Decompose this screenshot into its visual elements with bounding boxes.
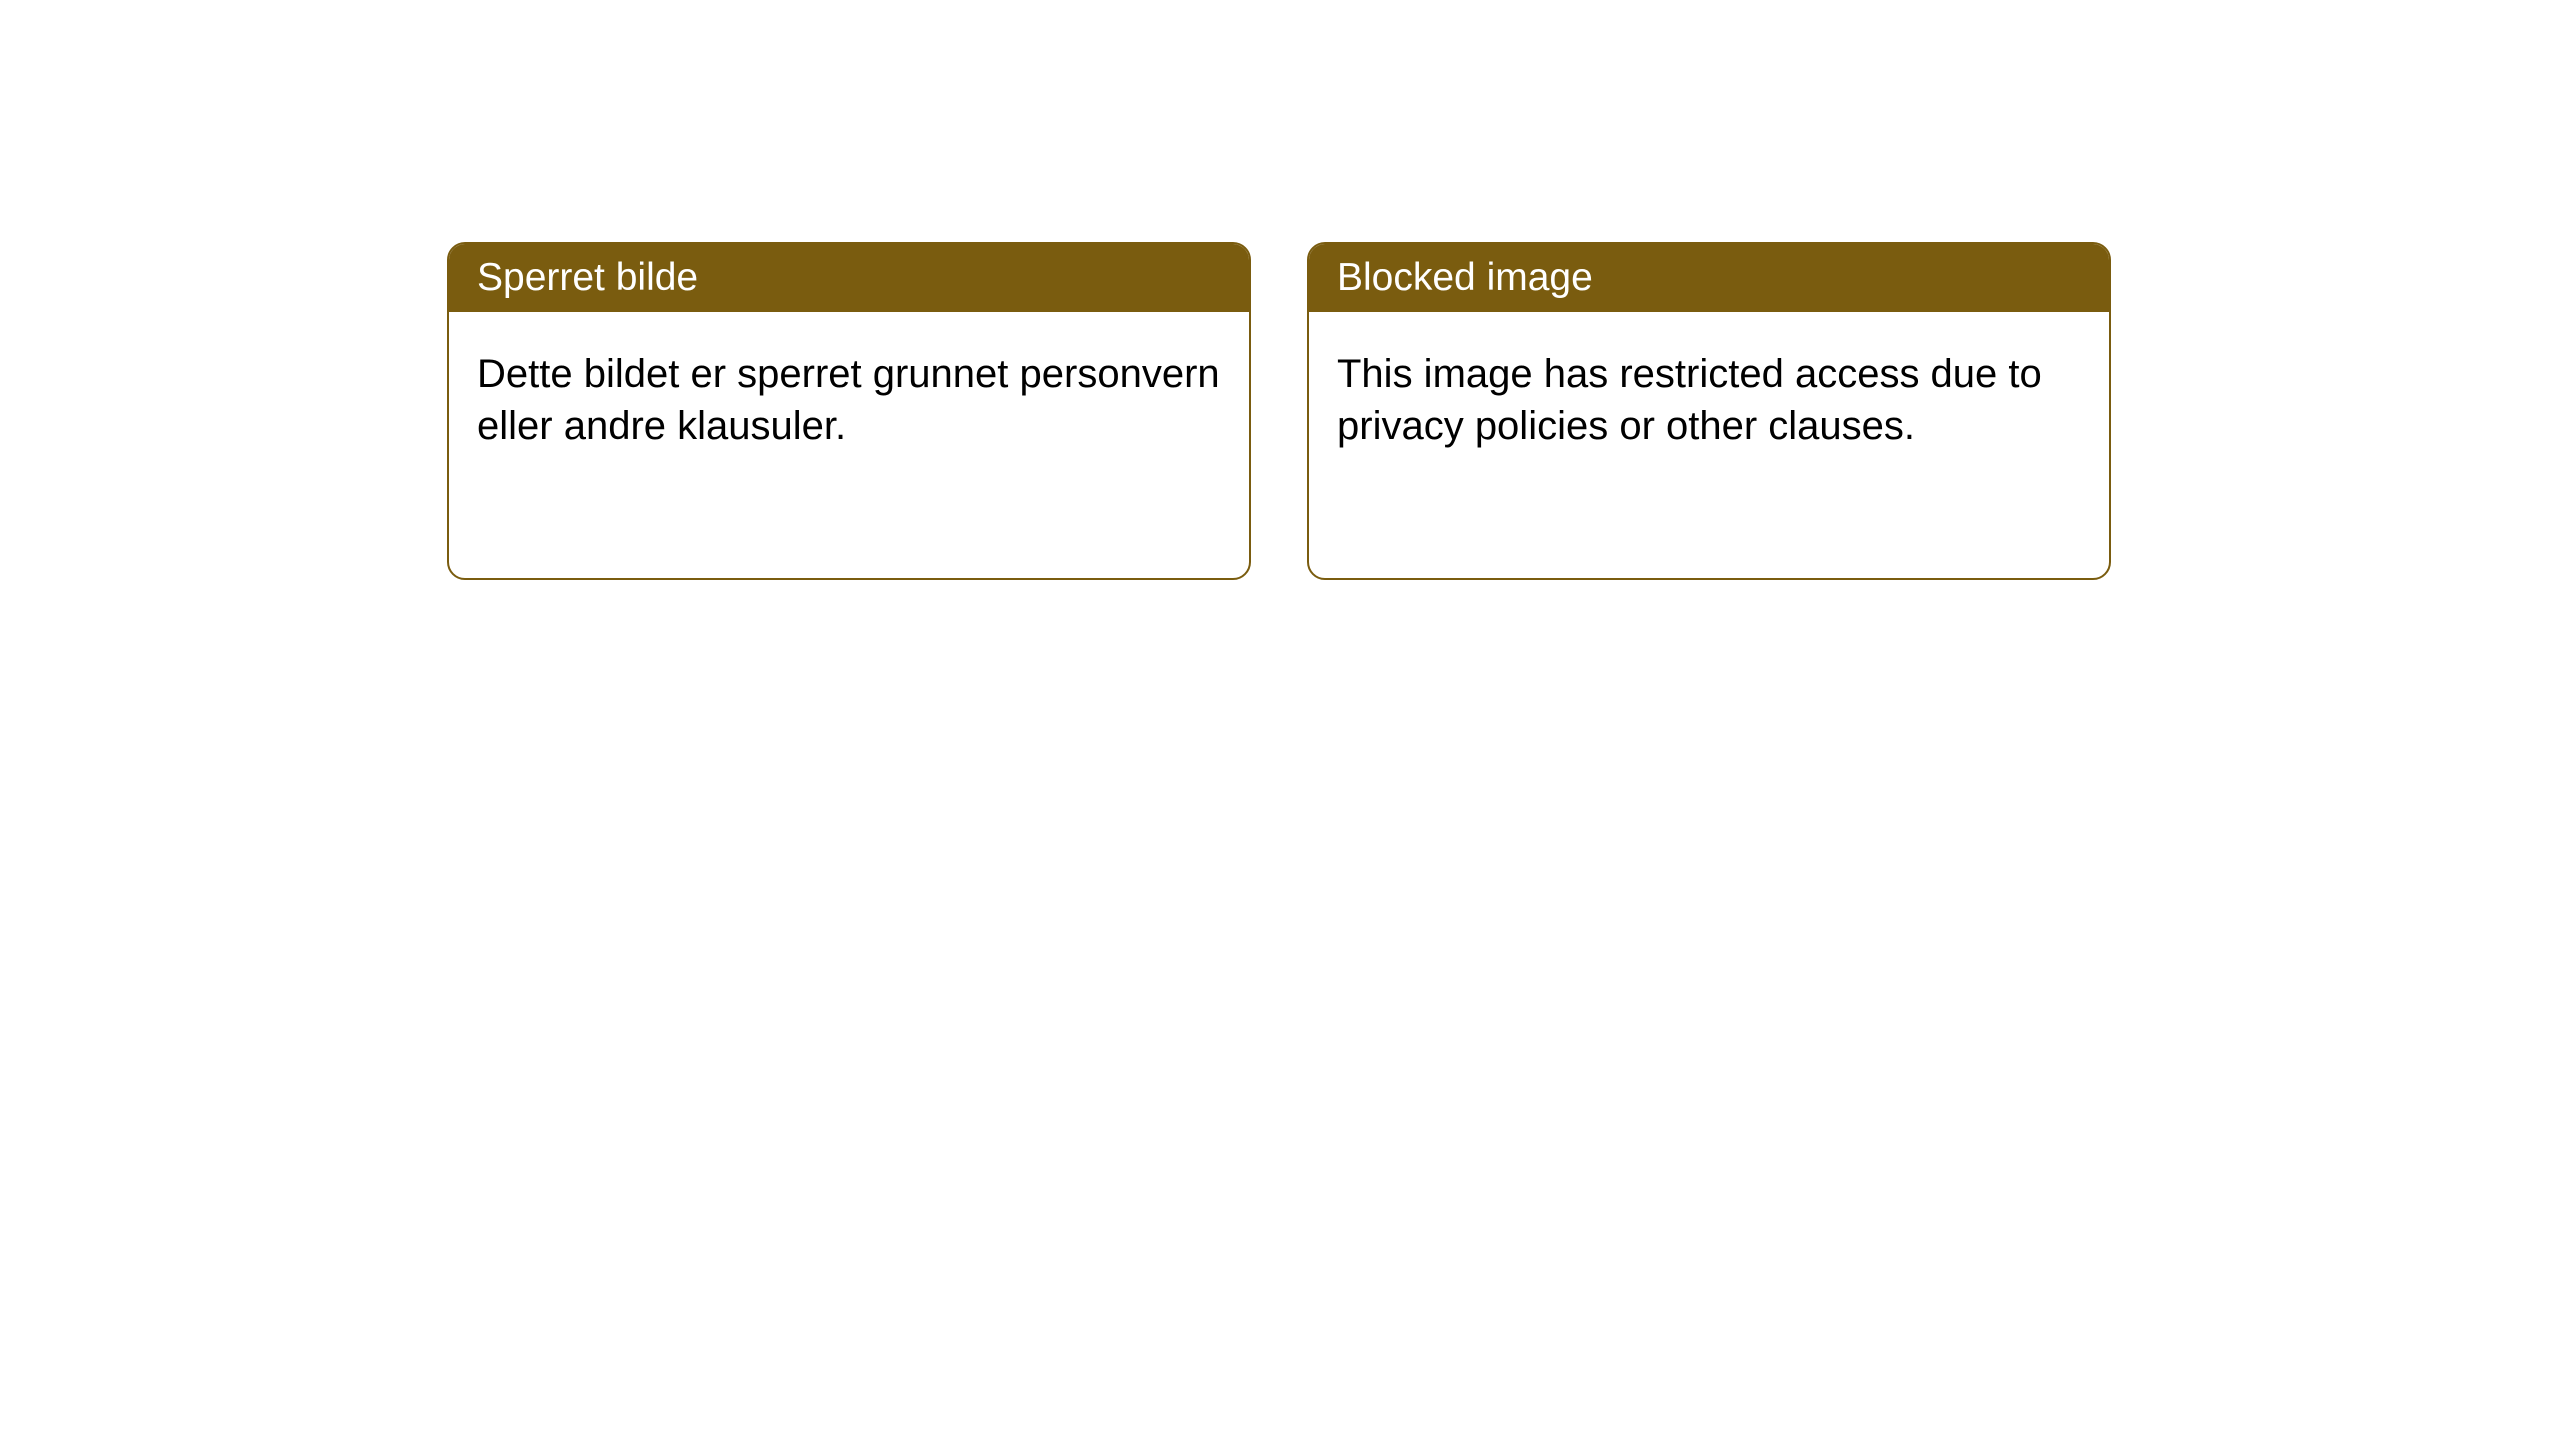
blocked-image-cards: Sperret bilde Dette bildet er sperret gr…	[447, 242, 2111, 580]
card-text-norwegian: Dette bildet er sperret grunnet personve…	[477, 352, 1220, 448]
card-body-english: This image has restricted access due to …	[1309, 312, 2109, 488]
card-header-english: Blocked image	[1309, 244, 2109, 312]
card-title-english: Blocked image	[1337, 256, 1593, 299]
card-body-norwegian: Dette bildet er sperret grunnet personve…	[449, 312, 1249, 488]
card-title-norwegian: Sperret bilde	[477, 256, 698, 299]
card-norwegian: Sperret bilde Dette bildet er sperret gr…	[447, 242, 1251, 580]
card-header-norwegian: Sperret bilde	[449, 244, 1249, 312]
card-text-english: This image has restricted access due to …	[1337, 352, 2042, 448]
card-english: Blocked image This image has restricted …	[1307, 242, 2111, 580]
